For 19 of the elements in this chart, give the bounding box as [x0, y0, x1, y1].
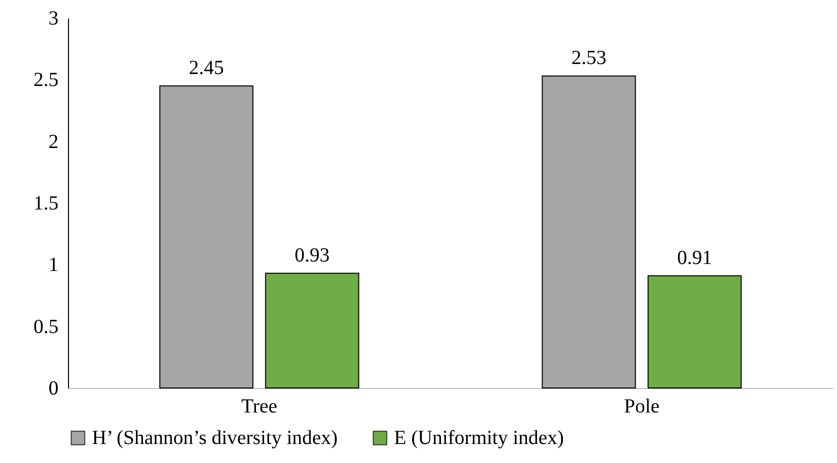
- y-tick-label: 2: [48, 130, 58, 153]
- data-label: 0.93: [294, 244, 330, 266]
- x-tick-label: Tree: [241, 396, 278, 418]
- data-label: 2.45: [188, 56, 224, 79]
- data-label: 0.91: [677, 246, 712, 269]
- data-label: 2.53: [571, 46, 606, 69]
- x-tick-label: Pole: [624, 396, 660, 418]
- y-tick-label: 0.5: [34, 316, 58, 338]
- bar: [648, 275, 742, 388]
- y-tick-label: 0: [48, 378, 58, 400]
- bar: [159, 85, 254, 388]
- legend-label: E (Uniformity index): [394, 427, 564, 449]
- y-tick-label: 3: [48, 8, 58, 30]
- y-tick-label: 1.5: [34, 192, 58, 214]
- legend-label: H’ (Shannon’s diversity index): [92, 427, 338, 449]
- bar: [265, 272, 360, 388]
- y-tick-label: 1: [48, 254, 58, 276]
- bar: [542, 75, 636, 388]
- y-tick-label: 2.5: [34, 69, 58, 92]
